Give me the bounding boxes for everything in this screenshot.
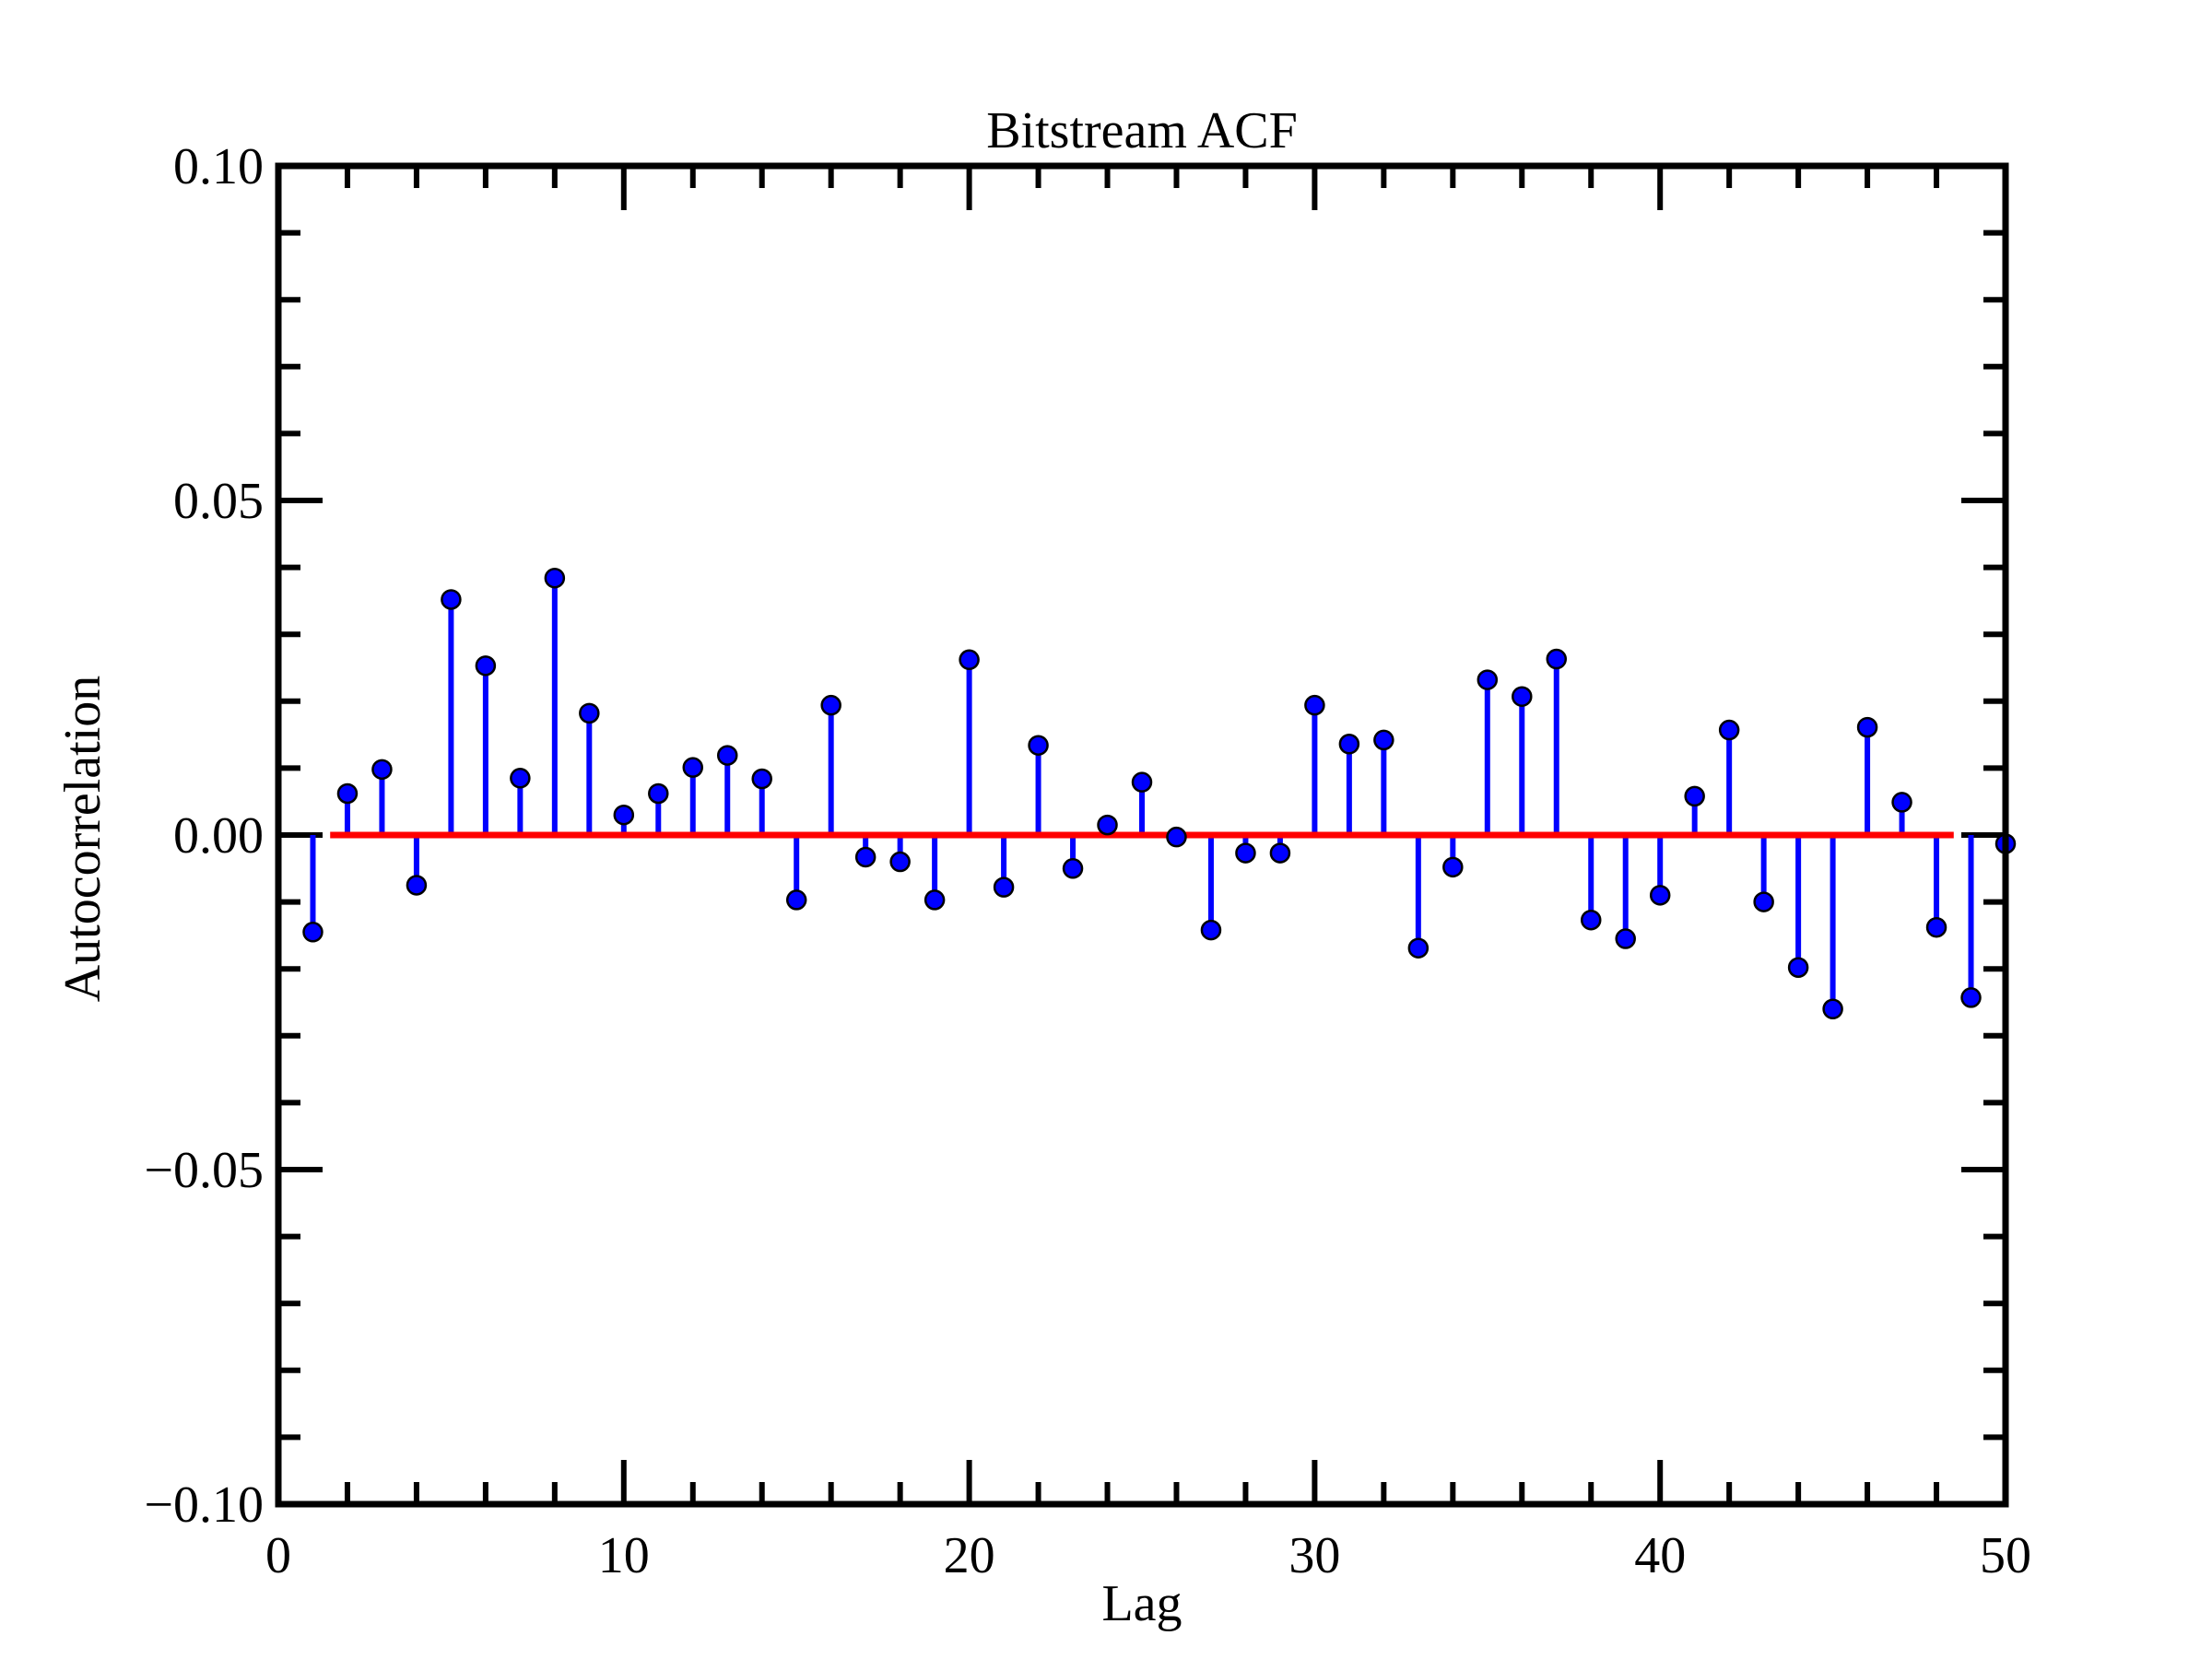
stem-marker: [1269, 842, 1291, 864]
stem-marker: [475, 655, 497, 677]
y-tick-label: 0.05: [173, 473, 264, 530]
stem-marker: [1580, 909, 1602, 931]
stem-marker: [1615, 928, 1636, 949]
stem-marker: [648, 782, 669, 805]
stem-marker: [682, 757, 704, 778]
y-tick-label: −0.05: [144, 1142, 264, 1199]
stem-marker: [1546, 648, 1568, 670]
y-tick-label: 0.10: [173, 138, 264, 195]
x-tick-label: 10: [598, 1527, 650, 1584]
stem-marker: [1338, 734, 1360, 755]
stem-marker: [1718, 719, 1740, 741]
stem-marker: [1649, 885, 1671, 906]
y-tick-label: 0.00: [173, 807, 264, 865]
stem-marker: [1477, 669, 1499, 690]
x-tick-label: 40: [1634, 1527, 1686, 1584]
stem-marker: [751, 768, 772, 790]
x-tick-label: 20: [944, 1527, 995, 1584]
plot-frame: [275, 162, 2009, 1508]
stem-marker: [820, 694, 841, 716]
stem-marker: [1131, 771, 1153, 793]
stem-marker: [579, 702, 600, 724]
tick-labels: 0 10 20 30 40 50 0.10 0.05 0.00 −0.05 −0.10: [144, 138, 2031, 1584]
stem-marker: [1787, 957, 1809, 978]
stem-marker: [785, 889, 807, 911]
stem-marker: [1235, 842, 1256, 864]
stem-marker: [1200, 919, 1222, 941]
stem-marker: [1512, 686, 1533, 707]
x-axis-label: Lag: [1101, 1575, 1182, 1632]
stem-marker: [336, 782, 359, 805]
stem-marker: [1166, 826, 1187, 848]
stem-marker: [1891, 792, 1912, 813]
stem-marker: [1684, 785, 1705, 807]
stem-marker: [1753, 891, 1774, 912]
stem-marker: [1822, 998, 1843, 1020]
stem-marker: [1062, 858, 1084, 879]
chart-title: Bitstream ACF: [986, 102, 1298, 159]
stem-marker: [1856, 716, 1878, 738]
stem-marker: [441, 589, 462, 610]
stem-marker: [1407, 937, 1430, 959]
y-tick-label: −0.10: [144, 1477, 264, 1534]
stem-marker: [1304, 694, 1325, 716]
y-axis-label: Autocorrelation: [54, 676, 112, 1003]
stem-marker: [716, 745, 738, 766]
x-tick-label: 0: [265, 1527, 291, 1584]
stem-marker: [1442, 856, 1464, 878]
stem-marker: [889, 851, 911, 873]
stem-marker: [993, 877, 1015, 898]
x-tick-label: 30: [1288, 1527, 1340, 1584]
stem-marker: [406, 875, 428, 896]
stem-marker: [510, 768, 531, 789]
stem-marker: [1960, 987, 1982, 1008]
stem-markers: [302, 567, 2017, 1020]
axis-ticks: [276, 163, 2008, 1507]
stem-marker: [302, 922, 324, 943]
stem-series: [310, 578, 2008, 1009]
stem-marker: [924, 889, 946, 911]
stem-marker: [1925, 916, 1947, 938]
stem-marker: [1373, 729, 1394, 751]
stem-marker: [544, 567, 566, 589]
stem-marker: [613, 804, 635, 826]
stem-marker: [371, 759, 393, 781]
stem-marker: [959, 649, 980, 671]
x-tick-label: 50: [1980, 1527, 2031, 1584]
stem-marker: [1097, 814, 1118, 836]
stem-marker: [854, 846, 877, 868]
stem-marker: [1028, 735, 1049, 756]
